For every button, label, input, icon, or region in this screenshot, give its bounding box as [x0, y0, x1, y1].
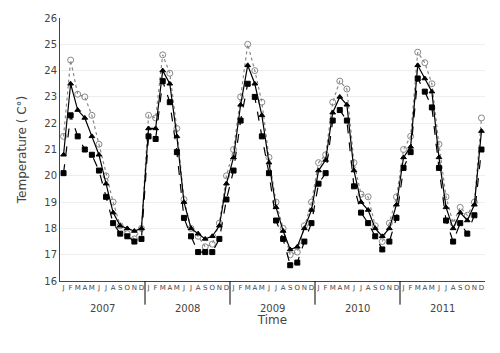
svg-text:N: N: [302, 284, 307, 292]
svg-text:26: 26: [44, 13, 57, 24]
svg-text:S: S: [118, 284, 123, 292]
svg-text:17: 17: [44, 249, 57, 260]
svg-text:20: 20: [44, 170, 57, 181]
svg-text:22: 22: [44, 118, 57, 129]
svg-text:O: O: [125, 284, 131, 292]
svg-text:A: A: [167, 284, 172, 292]
svg-text:M: M: [344, 284, 350, 292]
svg-text:J: J: [104, 284, 107, 292]
svg-text:19: 19: [44, 197, 57, 208]
svg-text:M: M: [89, 284, 95, 292]
svg-text:O: O: [210, 284, 216, 292]
svg-text:D: D: [479, 284, 484, 292]
svg-text:23: 23: [44, 91, 57, 102]
svg-text:A: A: [422, 284, 427, 292]
svg-text:16: 16: [44, 276, 57, 287]
svg-text:2008: 2008: [175, 303, 200, 314]
svg-text:N: N: [387, 284, 392, 292]
svg-text:J: J: [352, 284, 355, 292]
svg-text:M: M: [415, 284, 421, 292]
svg-text:Time: Time: [257, 313, 287, 327]
svg-text:M: M: [429, 284, 435, 292]
svg-text:Temperature ( C°): Temperature ( C°): [15, 96, 29, 204]
svg-text:2009: 2009: [260, 303, 285, 314]
svg-text:D: D: [139, 284, 144, 292]
svg-text:J: J: [317, 284, 320, 292]
svg-text:A: A: [111, 284, 116, 292]
svg-text:F: F: [324, 284, 328, 292]
svg-text:F: F: [409, 284, 413, 292]
svg-text:A: A: [196, 284, 201, 292]
svg-text:25: 25: [44, 39, 57, 50]
svg-text:M: M: [75, 284, 81, 292]
svg-text:D: D: [309, 284, 314, 292]
svg-text:M: M: [330, 284, 336, 292]
svg-text:J: J: [402, 284, 405, 292]
svg-text:O: O: [380, 284, 386, 292]
svg-text:S: S: [373, 284, 378, 292]
svg-text:S: S: [458, 284, 463, 292]
svg-text:S: S: [288, 284, 293, 292]
svg-text:N: N: [472, 284, 477, 292]
svg-text:D: D: [224, 284, 229, 292]
svg-text:O: O: [295, 284, 301, 292]
svg-text:M: M: [245, 284, 251, 292]
svg-text:J: J: [189, 284, 192, 292]
svg-text:A: A: [366, 284, 371, 292]
svg-text:J: J: [182, 284, 185, 292]
svg-text:J: J: [444, 284, 447, 292]
svg-text:A: A: [451, 284, 456, 292]
svg-text:A: A: [82, 284, 87, 292]
svg-text:2011: 2011: [430, 303, 455, 314]
svg-text:24: 24: [44, 65, 57, 76]
svg-text:J: J: [359, 284, 362, 292]
svg-text:A: A: [281, 284, 286, 292]
svg-text:N: N: [132, 284, 137, 292]
svg-text:D: D: [394, 284, 399, 292]
svg-text:M: M: [174, 284, 180, 292]
svg-text:S: S: [203, 284, 208, 292]
svg-text:J: J: [147, 284, 150, 292]
svg-text:N: N: [217, 284, 222, 292]
svg-text:F: F: [154, 284, 158, 292]
svg-text:A: A: [252, 284, 257, 292]
svg-text:J: J: [437, 284, 440, 292]
svg-text:M: M: [259, 284, 265, 292]
svg-text:2007: 2007: [90, 303, 115, 314]
svg-text:J: J: [62, 284, 65, 292]
svg-text:21: 21: [44, 144, 57, 155]
svg-text:F: F: [239, 284, 243, 292]
svg-text:J: J: [232, 284, 235, 292]
svg-text:J: J: [97, 284, 100, 292]
svg-text:J: J: [274, 284, 277, 292]
svg-text:A: A: [337, 284, 342, 292]
svg-text:2010: 2010: [345, 303, 370, 314]
svg-text:18: 18: [44, 223, 57, 234]
svg-text:O: O: [465, 284, 471, 292]
svg-text:J: J: [267, 284, 270, 292]
svg-text:M: M: [160, 284, 166, 292]
svg-text:F: F: [69, 284, 73, 292]
